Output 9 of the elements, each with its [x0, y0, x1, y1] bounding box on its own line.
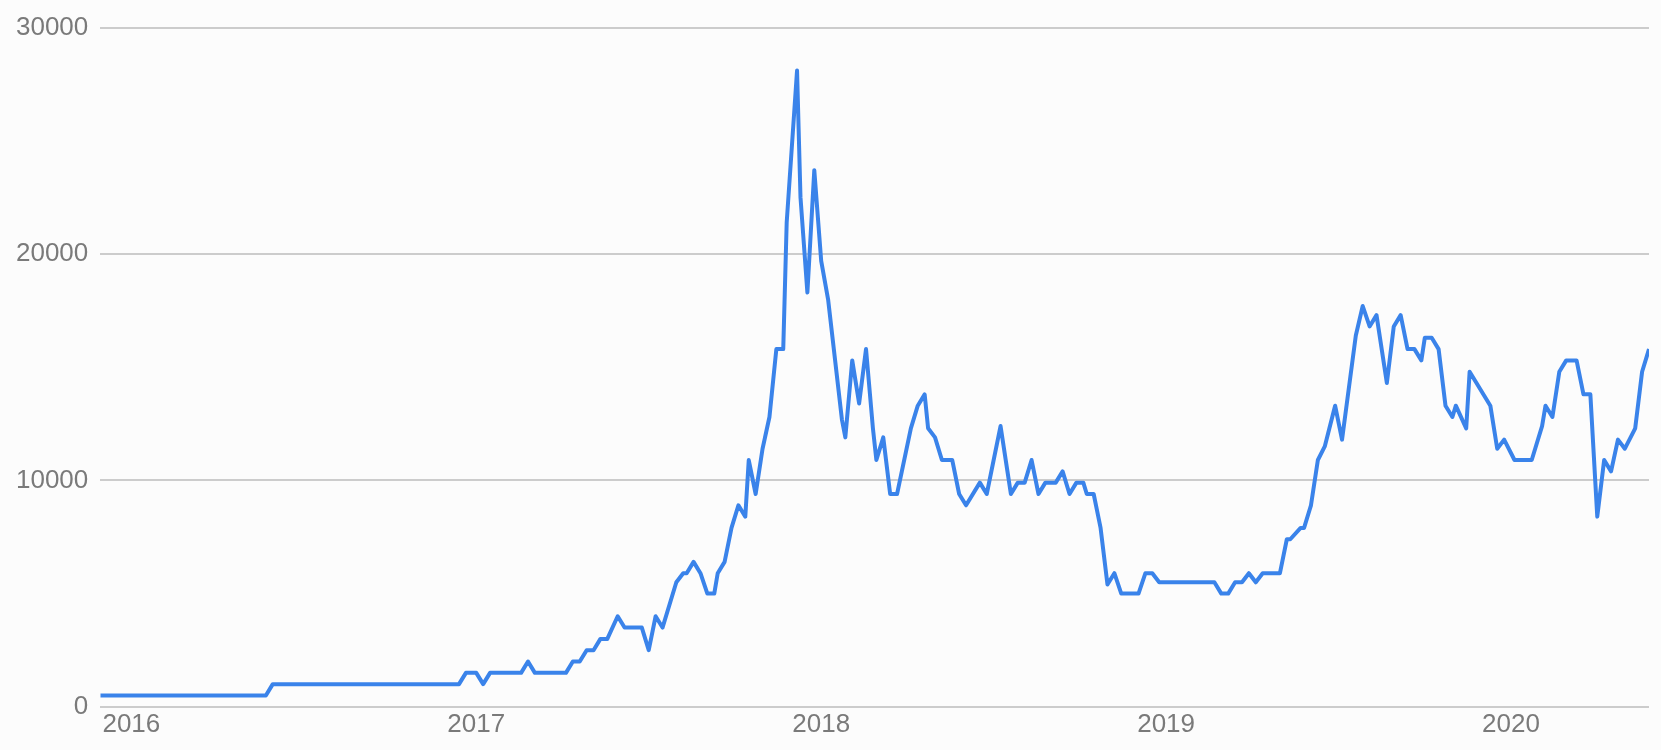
- x-tick-label: 2016: [102, 707, 161, 738]
- y-tick-label: 0: [73, 689, 89, 720]
- y-tick-label: 20000: [15, 237, 89, 268]
- x-tick-label: 2018: [792, 707, 851, 738]
- y-tick-label: 30000: [15, 10, 89, 41]
- x-tick-label: 2020: [1482, 707, 1540, 738]
- y-tick-label: 10000: [15, 463, 89, 494]
- x-tick-label: 2019: [1137, 707, 1196, 738]
- x-tick-label: 2017: [447, 707, 506, 738]
